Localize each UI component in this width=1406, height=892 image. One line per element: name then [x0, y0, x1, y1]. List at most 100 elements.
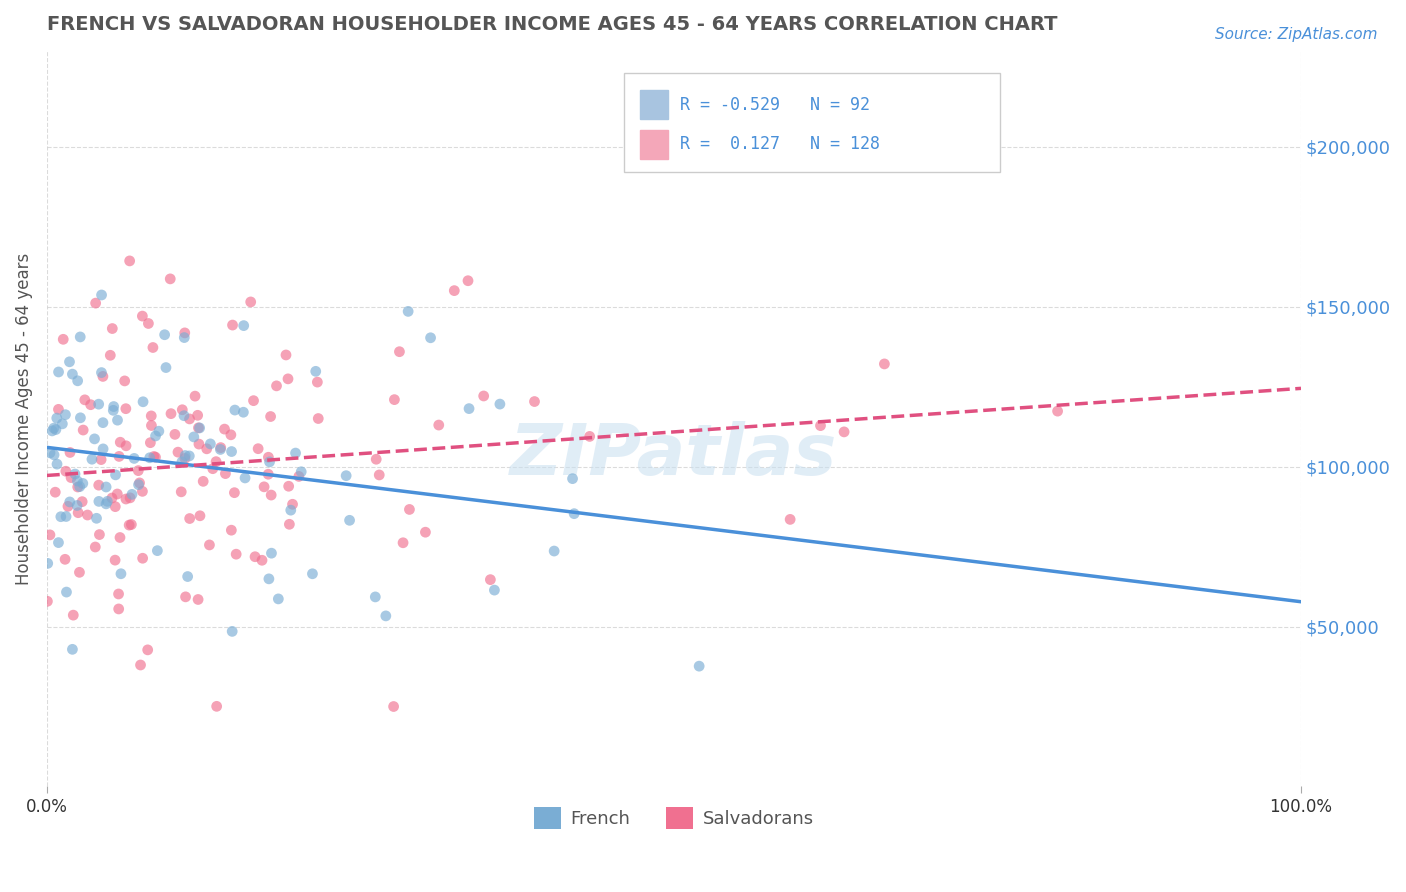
Point — [153, 327, 176, 342]
Point — [260, 546, 283, 560]
Point — [48, 535, 70, 549]
Point — [48, 365, 70, 379]
Point — [94, 480, 117, 494]
Point — [87, 494, 110, 508]
Point — [173, 409, 195, 423]
Legend: French, Salvadorans: French, Salvadorans — [527, 800, 821, 837]
Point — [384, 392, 406, 407]
Point — [62, 367, 84, 381]
Point — [84, 296, 107, 310]
Text: R =  0.127   N = 128: R = 0.127 N = 128 — [681, 136, 880, 153]
Point — [250, 553, 273, 567]
Point — [107, 413, 129, 427]
Point — [131, 484, 153, 499]
Point — [225, 547, 247, 561]
Bar — [640, 129, 668, 159]
Point — [115, 491, 138, 506]
Point — [257, 572, 280, 586]
Point — [138, 317, 160, 331]
Point — [382, 699, 405, 714]
Point — [209, 441, 232, 455]
Text: Source: ZipAtlas.com: Source: ZipAtlas.com — [1215, 27, 1378, 42]
Point — [247, 442, 270, 456]
Point — [259, 455, 281, 469]
Point — [66, 474, 89, 488]
Point — [266, 379, 288, 393]
Point — [136, 643, 159, 657]
Point — [374, 608, 396, 623]
Point — [243, 549, 266, 564]
Point — [142, 341, 165, 355]
Point — [173, 326, 195, 340]
Point — [103, 400, 125, 414]
Point — [58, 355, 80, 369]
Point — [187, 437, 209, 451]
Point — [67, 506, 90, 520]
Point — [141, 409, 163, 423]
Point — [90, 452, 112, 467]
Point — [173, 330, 195, 344]
Point — [45, 411, 67, 425]
Point — [280, 503, 302, 517]
Point — [232, 405, 254, 419]
Point — [201, 461, 224, 475]
Point — [301, 566, 323, 581]
Point — [44, 485, 66, 500]
Point — [257, 467, 280, 482]
Point — [277, 372, 299, 386]
Point — [39, 446, 62, 460]
Point — [221, 523, 243, 537]
Point — [118, 518, 141, 533]
Point — [103, 403, 125, 417]
Point — [107, 587, 129, 601]
Point — [290, 465, 312, 479]
Point — [242, 393, 264, 408]
Point — [187, 421, 209, 435]
Point — [105, 487, 128, 501]
Point — [91, 442, 114, 456]
Point — [484, 583, 506, 598]
Point — [257, 450, 280, 465]
Point — [188, 421, 211, 435]
Point — [131, 309, 153, 323]
Point — [104, 553, 127, 567]
Point — [174, 451, 197, 466]
Point — [80, 452, 103, 467]
Point — [472, 389, 495, 403]
Point — [41, 424, 63, 438]
Point — [62, 642, 84, 657]
Point — [179, 511, 201, 525]
Point — [184, 389, 207, 403]
Point — [145, 450, 167, 465]
Point — [69, 566, 91, 580]
Point — [108, 450, 131, 464]
Point — [562, 507, 585, 521]
Point — [221, 444, 243, 458]
Point — [193, 475, 215, 489]
Point — [155, 360, 177, 375]
Point — [260, 488, 283, 502]
Point — [170, 455, 193, 469]
Point — [132, 394, 155, 409]
Point — [209, 442, 232, 457]
Point — [253, 480, 276, 494]
Point — [187, 409, 209, 423]
Point — [72, 476, 94, 491]
Point — [39, 528, 62, 542]
Point — [221, 318, 243, 332]
Point — [91, 369, 114, 384]
Point — [115, 439, 138, 453]
Point — [56, 500, 79, 514]
Point — [873, 357, 896, 371]
Point — [83, 432, 105, 446]
Point — [392, 535, 415, 549]
Point — [122, 451, 145, 466]
Point — [139, 450, 162, 465]
Point — [187, 592, 209, 607]
Point — [48, 402, 70, 417]
Point — [42, 421, 65, 435]
Point — [200, 437, 222, 451]
Point — [288, 469, 311, 483]
Point — [335, 468, 357, 483]
Point — [128, 475, 150, 490]
